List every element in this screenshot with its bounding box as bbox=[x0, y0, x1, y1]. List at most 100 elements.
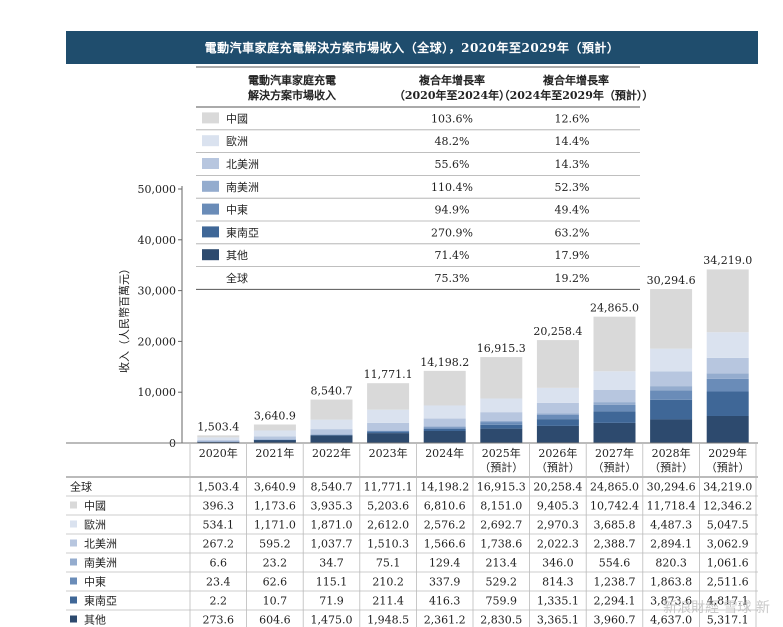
bar-total-label: 20,258.4 bbox=[533, 325, 582, 338]
table-cell: 2,388.7 bbox=[594, 538, 636, 551]
legend-label-中東: 中東 bbox=[226, 204, 248, 217]
table-cell: 820.3 bbox=[655, 557, 687, 570]
y-tick-label: 30,000 bbox=[138, 285, 177, 298]
legend-cagr-2020-2024: 71.4% bbox=[435, 249, 470, 262]
bar-segment-南美洲 bbox=[423, 426, 466, 428]
x-category-label: （預計） bbox=[706, 460, 750, 474]
table-cell: 12,346.2 bbox=[703, 500, 752, 513]
table-cell: 6,810.6 bbox=[424, 500, 466, 513]
table-cell: 1,503.4 bbox=[197, 481, 239, 494]
bar-segment-南美洲 bbox=[536, 413, 579, 415]
row-label-中國: 中國 bbox=[84, 500, 106, 513]
table-cell: 416.3 bbox=[429, 595, 461, 608]
table-cell: 2,970.3 bbox=[537, 519, 579, 532]
table-cell: 16,915.3 bbox=[477, 481, 526, 494]
bar-segment-東南亞 bbox=[706, 391, 749, 416]
table-cell: 1,061.6 bbox=[707, 557, 749, 570]
table-cell: 71.9 bbox=[319, 595, 344, 608]
row-swatch-其他 bbox=[70, 615, 77, 623]
table-cell: 1,510.3 bbox=[367, 538, 409, 551]
table-cell: 529.2 bbox=[486, 576, 518, 589]
legend-swatch-南美洲 bbox=[202, 180, 219, 192]
bar-segment-南美洲 bbox=[706, 373, 749, 379]
legend-cagr-2024-2029: 17.9% bbox=[555, 249, 590, 262]
x-category-label: 2028年 bbox=[652, 446, 691, 460]
legend-cagr-2020-2024: 55.6% bbox=[435, 158, 470, 171]
table-cell: 20,258.4 bbox=[533, 481, 582, 494]
table-cell: 346.0 bbox=[542, 557, 574, 570]
table-cell: 1,171.0 bbox=[254, 519, 296, 532]
table-cell: 1,475.0 bbox=[311, 614, 353, 627]
x-category-label: 2027年 bbox=[595, 446, 634, 460]
table-cell: 1,238.7 bbox=[594, 576, 636, 589]
row-label-北美洲: 北美洲 bbox=[84, 538, 117, 551]
bar-segment-北美洲 bbox=[367, 422, 410, 431]
bar-segment-中東 bbox=[367, 430, 410, 433]
x-category-label: 2022年 bbox=[312, 446, 351, 460]
table-cell: 2.2 bbox=[210, 595, 228, 608]
table-cell: 2,830.5 bbox=[480, 614, 522, 627]
bar-segment-歐洲 bbox=[706, 332, 749, 358]
chart-title-banner: 電動汽車家庭充電解決方案市場收入（全球），2020年至2029年（預計） bbox=[66, 31, 758, 64]
table-cell: 2,022.3 bbox=[537, 538, 579, 551]
x-category-label: 2020年 bbox=[199, 446, 238, 460]
row-label-其他: 其他 bbox=[84, 614, 106, 627]
table-cell: 5,047.5 bbox=[707, 519, 749, 532]
table-cell: 3,960.7 bbox=[594, 614, 636, 627]
table-cell: 759.9 bbox=[486, 595, 518, 608]
row-swatch-北美洲 bbox=[70, 539, 77, 547]
table-cell: 4,487.3 bbox=[650, 519, 692, 532]
bar-segment-中東 bbox=[480, 422, 523, 425]
legend-cagr-2024-2029: 52.3% bbox=[555, 181, 590, 194]
table-cell: 23.4 bbox=[206, 576, 231, 589]
legend-cagr-2024-2029: 49.4% bbox=[555, 204, 590, 217]
bar-segment-東南亞 bbox=[480, 424, 523, 429]
x-category-label: 2025年 bbox=[482, 446, 521, 460]
legend-cagr-2020-2024: 103.6% bbox=[431, 112, 473, 125]
bar-segment-北美洲 bbox=[423, 418, 466, 427]
table-cell: 2,692.7 bbox=[480, 519, 522, 532]
table-cell: 34.7 bbox=[319, 557, 344, 570]
x-category-label: （預計） bbox=[649, 460, 693, 474]
table-cell: 3,685.8 bbox=[594, 519, 636, 532]
bar-segment-東南亞 bbox=[593, 411, 636, 423]
bar-segment-東南亞 bbox=[536, 419, 579, 426]
bar-segment-北美洲 bbox=[310, 429, 353, 435]
table-cell: 2,894.1 bbox=[650, 538, 692, 551]
row-label-全球: 全球 bbox=[70, 480, 92, 494]
legend-swatch-其他 bbox=[202, 249, 219, 261]
legend-header: （2024年至2029年（預計）） bbox=[499, 88, 654, 102]
table-cell: 2,361.2 bbox=[424, 614, 466, 627]
x-category-label: 2026年 bbox=[538, 446, 577, 460]
bar-segment-北美洲 bbox=[706, 357, 749, 374]
table-cell: 3,365.1 bbox=[537, 614, 579, 627]
row-swatch-東南亞 bbox=[70, 596, 77, 604]
bar-segment-其他 bbox=[310, 435, 353, 443]
bar-segment-北美洲 bbox=[253, 436, 296, 440]
bar-segment-中東 bbox=[310, 434, 353, 436]
watermark: 新浪財經 雪球 新 bbox=[663, 600, 770, 616]
legend-label-其他: 其他 bbox=[226, 249, 248, 262]
table-cell: 554.6 bbox=[599, 557, 631, 570]
table-cell: 62.6 bbox=[263, 576, 288, 589]
bar-total-label: 16,915.3 bbox=[477, 342, 526, 355]
table-cell: 3,062.9 bbox=[707, 538, 749, 551]
legend-cagr-2024-2029: 19.2% bbox=[555, 272, 590, 285]
legend-label-歐洲: 歐洲 bbox=[226, 134, 248, 148]
table-cell: 213.4 bbox=[486, 557, 518, 570]
table-cell: 1,738.6 bbox=[480, 538, 522, 551]
bar-segment-其他 bbox=[480, 428, 523, 443]
legend-cagr-2024-2029: 63.2% bbox=[555, 226, 590, 239]
table-cell: 129.4 bbox=[429, 557, 461, 570]
bar-segment-北美洲 bbox=[480, 412, 523, 421]
table-cell: 210.2 bbox=[372, 576, 404, 589]
table-cell: 11,771.1 bbox=[364, 481, 413, 494]
table-cell: 34,219.0 bbox=[703, 481, 752, 494]
bar-segment-歐洲 bbox=[480, 398, 523, 413]
legend-label-東南亞: 東南亞 bbox=[226, 226, 259, 239]
table-cell: 1,173.6 bbox=[254, 500, 296, 513]
bar-segment-歐洲 bbox=[423, 405, 466, 419]
table-cell: 4,817.1 bbox=[707, 595, 749, 608]
bar-segment-東南亞 bbox=[650, 399, 693, 420]
